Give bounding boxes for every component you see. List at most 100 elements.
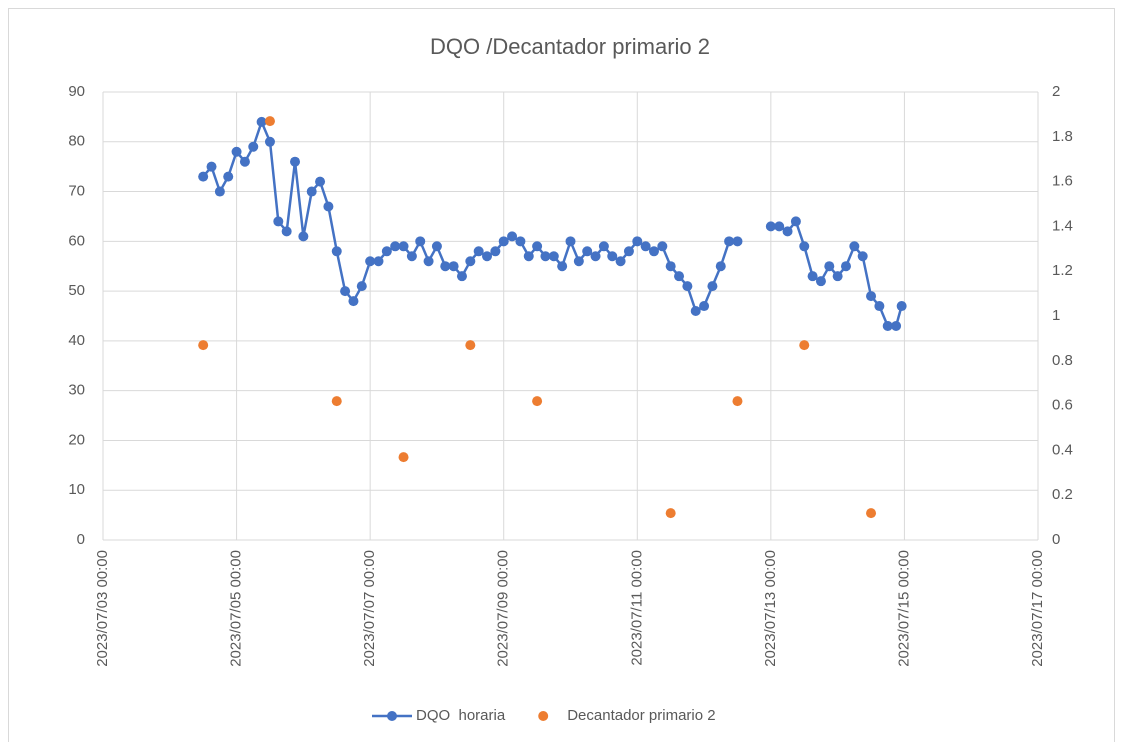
data-point bbox=[557, 261, 568, 272]
data-point bbox=[515, 236, 526, 247]
y2-tick-label: 1.8 bbox=[1052, 128, 1073, 145]
data-point bbox=[532, 396, 543, 407]
data-point bbox=[790, 216, 801, 227]
data-point bbox=[665, 508, 676, 519]
data-point bbox=[348, 296, 359, 307]
y2-tick-label: 0.8 bbox=[1052, 352, 1073, 369]
data-point bbox=[674, 271, 685, 282]
data-point bbox=[815, 276, 826, 287]
legend-marker bbox=[538, 711, 549, 721]
data-point bbox=[264, 116, 275, 127]
chart-frame bbox=[8, 8, 1115, 742]
data-point bbox=[306, 186, 317, 197]
data-point bbox=[198, 340, 209, 351]
y-tick-label: 50 bbox=[68, 282, 85, 299]
data-point bbox=[465, 340, 476, 351]
data-point bbox=[799, 241, 810, 252]
y2-tick-label: 1 bbox=[1052, 307, 1060, 324]
data-point bbox=[874, 301, 885, 312]
data-point bbox=[690, 306, 701, 317]
data-point bbox=[548, 251, 559, 262]
y-tick-label: 90 bbox=[68, 83, 85, 100]
data-point bbox=[607, 251, 618, 262]
y2-tick-label: 1.4 bbox=[1052, 217, 1073, 234]
data-point bbox=[824, 261, 835, 272]
y2-tick-label: 0 bbox=[1052, 531, 1060, 548]
x-tick-label: 2023/07/07 00:00 bbox=[361, 550, 378, 667]
data-point bbox=[615, 256, 626, 267]
y2-tick-label: 0.2 bbox=[1052, 486, 1073, 503]
data-point bbox=[231, 146, 242, 157]
legend-label: DQO horaria bbox=[416, 707, 506, 724]
y-tick-label: 70 bbox=[68, 183, 85, 200]
data-point bbox=[415, 236, 426, 247]
data-point bbox=[732, 396, 743, 407]
data-point bbox=[623, 246, 634, 257]
data-point bbox=[707, 281, 718, 292]
legend-marker bbox=[387, 711, 397, 721]
y-tick-label: 20 bbox=[68, 431, 85, 448]
y2-tick-label: 2 bbox=[1052, 83, 1060, 100]
data-point bbox=[498, 236, 509, 247]
y2-tick-label: 0.4 bbox=[1052, 441, 1073, 458]
data-point bbox=[256, 116, 267, 127]
data-point bbox=[699, 301, 710, 312]
data-point bbox=[799, 340, 810, 351]
y-tick-label: 80 bbox=[68, 133, 85, 150]
data-point bbox=[198, 171, 209, 182]
data-point bbox=[423, 256, 434, 267]
data-point bbox=[390, 241, 401, 252]
y-tick-label: 40 bbox=[68, 332, 85, 349]
data-point bbox=[540, 251, 551, 262]
data-point bbox=[323, 201, 334, 212]
data-point bbox=[507, 231, 518, 242]
data-point bbox=[682, 281, 693, 292]
data-point bbox=[381, 246, 392, 257]
data-point bbox=[331, 246, 342, 257]
data-point bbox=[281, 226, 292, 237]
y-tick-label: 10 bbox=[68, 481, 85, 498]
data-point bbox=[239, 156, 250, 167]
data-point bbox=[523, 251, 534, 262]
data-point bbox=[632, 236, 643, 247]
data-point bbox=[456, 271, 467, 282]
data-point bbox=[840, 261, 851, 272]
x-tick-label: 2023/07/09 00:00 bbox=[495, 550, 512, 667]
y-tick-label: 0 bbox=[77, 531, 85, 548]
data-point bbox=[465, 256, 476, 267]
data-point bbox=[315, 176, 326, 187]
data-point bbox=[532, 241, 543, 252]
data-point bbox=[248, 141, 259, 152]
y2-tick-label: 1.2 bbox=[1052, 262, 1073, 279]
data-point bbox=[264, 136, 275, 147]
data-point bbox=[365, 256, 376, 267]
data-point bbox=[582, 246, 593, 257]
data-point bbox=[214, 186, 225, 197]
y2-tick-label: 0.6 bbox=[1052, 397, 1073, 414]
data-point bbox=[298, 231, 309, 242]
data-point bbox=[832, 271, 843, 282]
legend-label: Decantador primario 2 bbox=[567, 707, 715, 724]
x-tick-label: 2023/07/13 00:00 bbox=[762, 550, 779, 667]
data-point bbox=[406, 251, 417, 262]
y-tick-label: 60 bbox=[68, 232, 85, 249]
data-point bbox=[206, 161, 217, 172]
data-point bbox=[807, 271, 818, 282]
data-point bbox=[482, 251, 493, 262]
data-point bbox=[866, 508, 877, 519]
data-point bbox=[431, 241, 442, 252]
data-point bbox=[590, 251, 601, 262]
data-point bbox=[657, 241, 668, 252]
x-tick-label: 2023/07/17 00:00 bbox=[1029, 550, 1046, 667]
data-point bbox=[598, 241, 609, 252]
chart-title: DQO /Decantador primario 2 bbox=[430, 34, 710, 59]
data-point bbox=[782, 226, 793, 237]
data-point bbox=[724, 236, 735, 247]
data-point bbox=[857, 251, 868, 262]
data-point bbox=[849, 241, 860, 252]
data-point bbox=[715, 261, 726, 272]
data-point bbox=[473, 246, 484, 257]
data-point bbox=[765, 221, 776, 232]
data-point bbox=[640, 241, 651, 252]
data-point bbox=[882, 320, 893, 331]
